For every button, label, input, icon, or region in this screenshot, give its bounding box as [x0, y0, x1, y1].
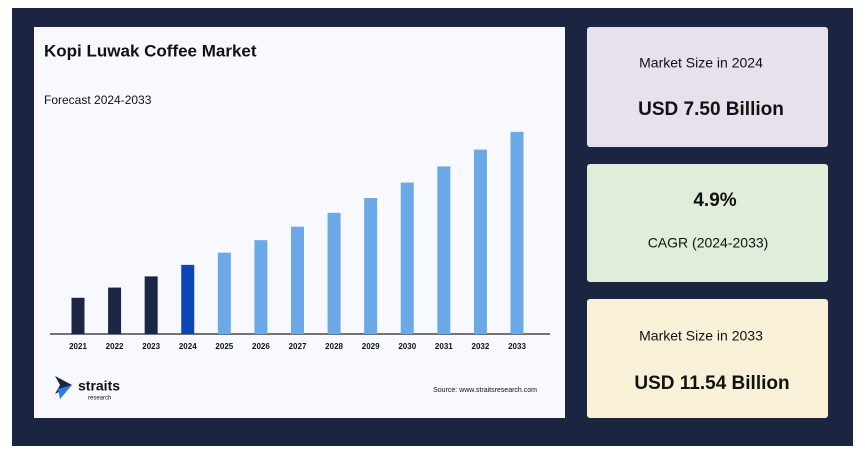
bar [510, 131, 524, 334]
bar [217, 252, 231, 334]
source: Source: www.straitsresearch.com [433, 387, 537, 394]
card-value: USD 11.54 Billion [634, 373, 789, 394]
logo-icon [58, 385, 72, 399]
x-tick-label: 2022 [106, 342, 124, 351]
logo-name: straits [78, 378, 120, 394]
logo: straits research [55, 376, 120, 402]
bar [181, 264, 195, 334]
bar [327, 212, 341, 334]
x-tick-label: 2030 [398, 342, 416, 351]
x-tick-label: 2029 [362, 342, 380, 351]
x-tick-label: 2025 [215, 342, 233, 351]
x-tick-label: 2027 [289, 342, 307, 351]
card [587, 299, 828, 418]
chart-title: Kopi Luwak Coffee Market [44, 41, 257, 60]
x-tick-label: 2031 [435, 342, 453, 351]
x-tick-label: 2033 [508, 342, 526, 351]
x-tick-label: 2032 [472, 342, 490, 351]
bar [291, 226, 304, 334]
bar [437, 166, 451, 334]
bar [108, 287, 122, 334]
bar [364, 198, 378, 334]
bar [71, 297, 85, 334]
x-tick-label: 2028 [325, 342, 343, 351]
card-label: CAGR (2024-2033) [648, 235, 769, 251]
card [587, 164, 828, 282]
card-label: Market Size in 2024 [639, 55, 763, 71]
bar [400, 182, 414, 334]
x-tick-label: 2026 [252, 342, 270, 351]
card-value: 4.9% [693, 190, 736, 211]
bar [144, 276, 158, 334]
logo-tagline: research [88, 396, 111, 402]
x-tick-label: 2024 [179, 342, 197, 351]
bar [254, 240, 268, 334]
x-tick-label: 2023 [142, 342, 160, 351]
bar [473, 149, 487, 334]
x-tick-label: 2021 [69, 342, 87, 351]
card-label: Market Size in 2033 [639, 328, 763, 344]
chart-subtitle: Forecast 2024-2033 [44, 93, 152, 107]
card-value: USD 7.50 Billion [638, 99, 784, 120]
card [587, 27, 828, 147]
